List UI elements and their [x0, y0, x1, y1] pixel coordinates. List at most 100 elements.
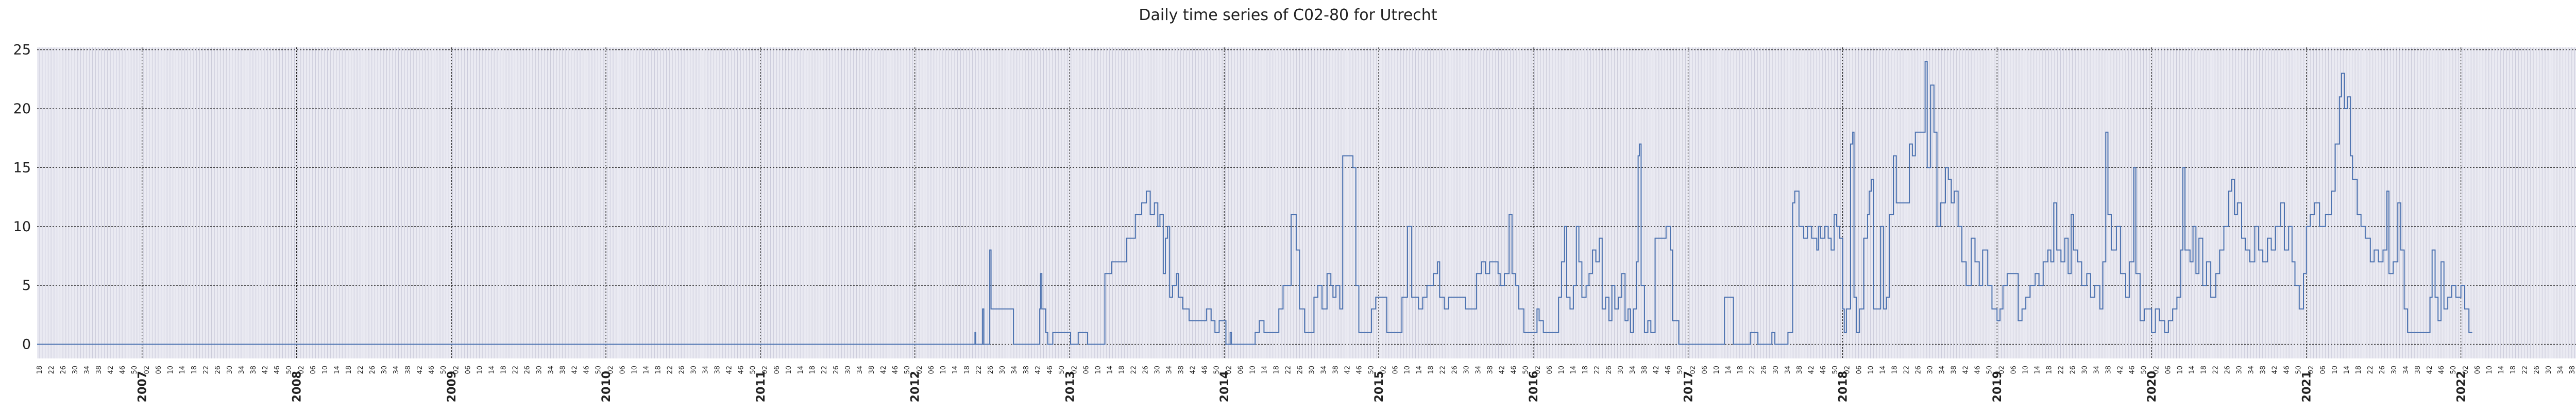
x-year-label: 2011: [755, 371, 768, 402]
x-week-label: 10: [476, 366, 484, 374]
x-week-label: 18: [1273, 366, 1280, 374]
x-week-label: 18: [345, 366, 353, 374]
x-week-label: 14: [2033, 366, 2041, 374]
x-week-label: 50: [1058, 366, 1066, 374]
x-week-label: 06: [928, 366, 936, 374]
x-week-label: 18: [2355, 366, 2363, 374]
x-week-label: 42: [2271, 366, 2279, 374]
x-week-label: 46: [892, 366, 900, 374]
x-week-label: 34: [1784, 366, 1792, 374]
x-week-label: 22: [1903, 366, 1911, 374]
x-year-label: 2014: [1218, 371, 1231, 402]
x-week-label: 46: [2283, 366, 2291, 374]
x-week-label: 26: [1451, 366, 1459, 374]
x-week-label: 30: [2235, 366, 2243, 374]
x-week-label: 06: [1546, 366, 1554, 374]
x-week-label: 46: [1665, 366, 1672, 374]
x-week-label: 34: [1166, 366, 1174, 374]
x-week-label: 06: [1856, 366, 1863, 374]
x-week-label: 02: [1534, 366, 1542, 374]
x-week-label: 02: [1689, 366, 1697, 374]
x-week-label: 10: [2486, 366, 2494, 374]
x-week-label: 50: [904, 366, 911, 374]
x-year-label: 2008: [291, 371, 304, 402]
x-week-label: 14: [179, 366, 187, 374]
x-week-label: 30: [535, 366, 543, 374]
x-year-label: 2007: [137, 371, 149, 402]
x-week-label: 10: [1868, 366, 1875, 374]
x-year-label: 2016: [1528, 371, 1540, 402]
x-week-label: 14: [952, 366, 959, 374]
y-tick-label: 25: [13, 42, 31, 58]
x-week-label: 50: [1832, 366, 1839, 374]
x-week-label: 26: [833, 366, 840, 374]
x-week-label: 14: [797, 366, 805, 374]
x-week-label: 26: [1142, 366, 1150, 374]
x-week-label: 10: [631, 366, 638, 374]
x-year-label: 2020: [2146, 371, 2159, 402]
y-tick-label: 5: [22, 278, 31, 294]
x-year-label: 2013: [1064, 371, 1077, 402]
x-week-label: 38: [2414, 366, 2422, 374]
x-week-label: 06: [2164, 366, 2172, 374]
x-week-label: 06: [1083, 366, 1091, 374]
x-week-label: 50: [1676, 366, 1684, 374]
x-week-label: 10: [1403, 366, 1411, 374]
x-week-label: 42: [416, 366, 424, 374]
x-week-label: 02: [916, 366, 924, 374]
x-week-label: 34: [2402, 366, 2410, 374]
series-line: [37, 61, 2472, 345]
x-week-label: 02: [2308, 366, 2315, 374]
x-week-label: 06: [1392, 366, 1399, 374]
x-year-label: 2015: [1373, 371, 1386, 402]
x-week-label: 42: [2116, 366, 2124, 374]
x-week-label: 22: [2367, 366, 2375, 374]
x-week-label: 38: [714, 366, 721, 374]
x-week-label: 14: [1879, 366, 1887, 374]
x-week-label: 34: [856, 366, 864, 374]
x-week-label: 30: [2391, 366, 2398, 374]
x-week-label: 14: [1725, 366, 1733, 374]
x-week-label: 42: [262, 366, 269, 374]
x-week-label: 14: [1107, 366, 1114, 374]
x-week-label: 18: [809, 366, 817, 374]
x-week-label: 22: [666, 366, 674, 374]
x-week-label: 38: [404, 366, 412, 374]
x-week-label: 22: [512, 366, 519, 374]
x-week-label: 26: [369, 366, 377, 374]
x-week-label: 14: [642, 366, 650, 374]
x-week-label: 10: [785, 366, 793, 374]
x-week-label: 38: [559, 366, 567, 374]
x-week-label: 38: [1951, 366, 1958, 374]
x-week-label: 22: [1130, 366, 1138, 374]
x-week-label: 42: [725, 366, 733, 374]
x-week-label: 38: [1332, 366, 1340, 374]
x-week-label: 42: [1344, 366, 1351, 374]
x-week-label: 50: [2140, 366, 2148, 374]
x-week-label: 50: [2295, 366, 2302, 374]
x-week-label: 06: [155, 366, 163, 374]
x-week-label: 18: [36, 366, 44, 374]
x-week-label: 26: [214, 366, 222, 374]
x-week-label: 14: [2343, 366, 2351, 374]
x-week-label: 34: [1011, 366, 1019, 374]
x-week-label: 50: [1986, 366, 1994, 374]
x-week-label: 34: [393, 366, 400, 374]
x-week-label: 30: [226, 366, 234, 374]
plot-background: [37, 47, 2576, 358]
x-week-label: 22: [202, 366, 210, 374]
x-week-label: 38: [2105, 366, 2112, 374]
x-year-label: 2022: [2455, 371, 2468, 402]
x-week-label: 02: [607, 366, 615, 374]
x-week-label: 10: [167, 366, 175, 374]
x-week-label: 38: [2569, 366, 2576, 374]
x-week-label: 30: [2545, 366, 2553, 374]
x-week-label: 46: [1201, 366, 1209, 374]
x-week-label: 26: [678, 366, 686, 374]
x-week-label: 06: [310, 366, 317, 374]
x-week-label: 50: [1213, 366, 1221, 374]
x-week-label: 06: [619, 366, 626, 374]
y-tick-label: 10: [13, 219, 31, 235]
x-week-label: 26: [987, 366, 995, 374]
